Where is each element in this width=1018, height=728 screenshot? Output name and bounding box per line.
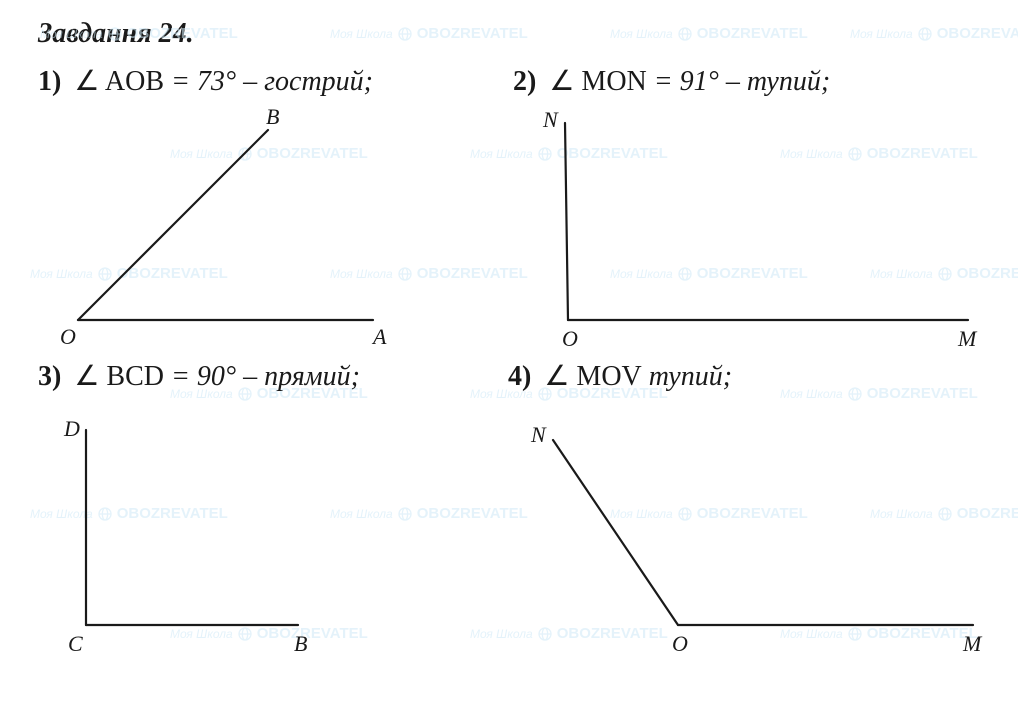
figure-1: A B O bbox=[38, 105, 513, 355]
angle-name: ∠ MON bbox=[549, 66, 646, 97]
row-2: 3) ∠ BCD = 90° – прямий; B D C 4) ∠ MOV ту… bbox=[38, 355, 988, 660]
task-title: Завдання 24. bbox=[38, 18, 988, 50]
item-number: 1) bbox=[38, 66, 61, 97]
angle-diagram: M N O bbox=[513, 105, 983, 355]
angle-value: = 73° – гострий; bbox=[171, 66, 373, 97]
item-number: 3) bbox=[38, 361, 61, 392]
statement-3: 3) ∠ BCD = 90° – прямий; bbox=[38, 359, 508, 394]
vertex-label: O bbox=[672, 631, 688, 656]
item-3: 3) ∠ BCD = 90° – прямий; B D C bbox=[38, 355, 508, 660]
angle-diagram: M N O bbox=[508, 400, 988, 660]
ray-label: M bbox=[962, 631, 983, 656]
angle-diagram: B D C bbox=[38, 400, 338, 660]
ray bbox=[565, 123, 568, 320]
angle-value: = 91° – тупий; bbox=[654, 66, 830, 97]
ray-label: B bbox=[294, 631, 307, 656]
vertex-label: C bbox=[68, 631, 83, 656]
ray-label: N bbox=[542, 107, 559, 132]
ray-label: A bbox=[371, 324, 387, 349]
angle-name: ∠ MOV bbox=[544, 361, 641, 392]
figure-2: M N O bbox=[513, 105, 988, 355]
ray-label: M bbox=[957, 326, 978, 351]
item-2: 2) ∠ MON = 91° – тупий; M N O bbox=[513, 60, 988, 355]
ray bbox=[553, 440, 678, 625]
ray-label: N bbox=[530, 422, 547, 447]
angle-value: тупий; bbox=[649, 361, 732, 392]
ray-label: D bbox=[63, 416, 80, 441]
vertex-label: O bbox=[562, 326, 578, 351]
vertex-label: O bbox=[60, 324, 76, 349]
angle-diagram: A B O bbox=[38, 105, 398, 355]
angle-name: ∠ BCD bbox=[74, 361, 164, 392]
item-number: 2) bbox=[513, 66, 536, 97]
statement-2: 2) ∠ MON = 91° – тупий; bbox=[513, 64, 988, 99]
item-1: 1) ∠ AOB = 73° – гострий; A B O bbox=[38, 60, 513, 355]
ray-label: B bbox=[266, 105, 279, 129]
angle-name: ∠ AOB bbox=[74, 66, 164, 97]
figure-4: M N O bbox=[508, 400, 988, 660]
angle-value: = 90° – прямий; bbox=[171, 361, 360, 392]
statement-4: 4) ∠ MOV тупий; bbox=[508, 359, 988, 394]
item-number: 4) bbox=[508, 361, 531, 392]
row-1: 1) ∠ AOB = 73° – гострий; A B O 2) ∠ MON =… bbox=[38, 60, 988, 355]
item-4: 4) ∠ MOV тупий; M N O bbox=[508, 355, 988, 660]
figure-3: B D C bbox=[38, 400, 508, 660]
page: Моя Школа OBOZREVATELМоя Школа OBOZREVAT… bbox=[0, 0, 1018, 728]
statement-1: 1) ∠ AOB = 73° – гострий; bbox=[38, 64, 513, 99]
ray bbox=[78, 130, 268, 320]
